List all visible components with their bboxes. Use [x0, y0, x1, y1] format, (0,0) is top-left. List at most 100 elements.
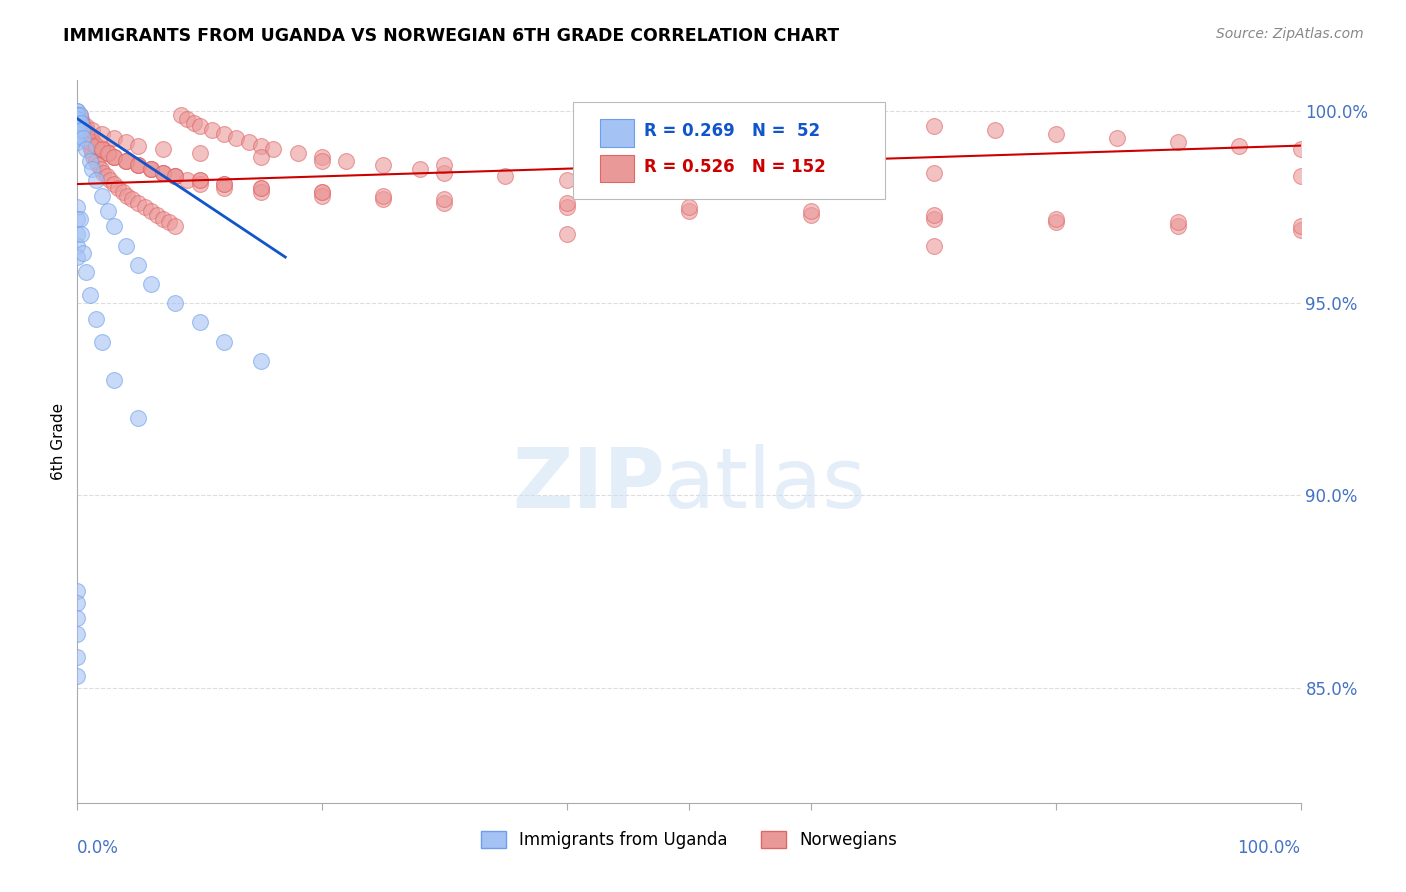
Point: [75, 265, 97, 279]
Point: [97, 146, 120, 161]
Point: [134, 200, 156, 214]
Text: R = 0.526   N = 152: R = 0.526 N = 152: [644, 158, 825, 176]
Point: [70, 120, 93, 134]
Point: [97, 146, 120, 161]
Point: [66, 112, 89, 126]
Point: [188, 315, 211, 329]
Point: [87, 158, 110, 172]
Point: [90, 143, 112, 157]
Point: [127, 411, 149, 425]
Point: [146, 208, 169, 222]
Point: [103, 131, 125, 145]
Point: [66, 120, 89, 134]
Point: [66, 227, 89, 241]
Point: [115, 238, 138, 252]
Point: [152, 211, 174, 226]
FancyBboxPatch shape: [572, 102, 884, 200]
Bar: [599, 120, 634, 146]
Point: [79, 153, 101, 168]
Point: [201, 123, 224, 137]
Point: [176, 112, 198, 126]
Point: [97, 146, 120, 161]
Point: [72, 120, 94, 134]
Point: [1289, 223, 1312, 237]
Point: [127, 196, 149, 211]
Point: [79, 138, 101, 153]
Bar: [599, 155, 634, 182]
Point: [66, 120, 89, 134]
Point: [115, 153, 138, 168]
Point: [311, 188, 333, 202]
Point: [66, 112, 89, 126]
Text: R = 0.269   N =  52: R = 0.269 N = 52: [644, 122, 820, 140]
Point: [70, 115, 93, 129]
Point: [176, 173, 198, 187]
Point: [555, 227, 578, 241]
Point: [66, 669, 89, 683]
Point: [90, 143, 112, 157]
Legend: Immigrants from Uganda, Norwegians: Immigrants from Uganda, Norwegians: [474, 824, 904, 856]
Point: [66, 611, 89, 625]
Point: [371, 188, 394, 202]
Point: [188, 120, 211, 134]
Point: [740, 108, 762, 122]
Point: [115, 135, 138, 149]
Point: [165, 169, 187, 184]
Point: [82, 135, 104, 149]
Point: [188, 173, 211, 187]
Point: [800, 112, 823, 126]
Point: [66, 211, 89, 226]
Point: [98, 173, 121, 187]
Point: [433, 158, 456, 172]
Point: [75, 120, 97, 134]
Point: [139, 161, 162, 176]
Point: [76, 131, 98, 145]
Point: [79, 135, 101, 149]
Point: [66, 626, 89, 640]
Point: [70, 115, 93, 129]
Point: [984, 123, 1007, 137]
Text: atlas: atlas: [665, 444, 866, 525]
Point: [555, 196, 578, 211]
Point: [433, 165, 456, 179]
Point: [152, 165, 174, 179]
Point: [70, 112, 93, 126]
Point: [75, 127, 97, 141]
Point: [495, 169, 517, 184]
Point: [84, 153, 107, 168]
Point: [1167, 215, 1189, 229]
Point: [127, 138, 149, 153]
Point: [66, 123, 89, 137]
Point: [409, 161, 432, 176]
Text: IMMIGRANTS FROM UGANDA VS NORWEGIAN 6TH GRADE CORRELATION CHART: IMMIGRANTS FROM UGANDA VS NORWEGIAN 6TH …: [63, 27, 839, 45]
Point: [66, 108, 89, 122]
Point: [1045, 127, 1067, 141]
Point: [115, 153, 138, 168]
Point: [70, 123, 93, 137]
Point: [66, 250, 89, 264]
Point: [165, 169, 187, 184]
Point: [75, 127, 97, 141]
Point: [188, 146, 211, 161]
Point: [678, 203, 700, 218]
Point: [75, 123, 97, 137]
Point: [103, 150, 125, 164]
Text: 0.0%: 0.0%: [77, 838, 120, 857]
Point: [66, 115, 89, 129]
Point: [103, 150, 125, 164]
Point: [922, 120, 945, 134]
Point: [80, 123, 103, 137]
Point: [188, 177, 211, 191]
Point: [103, 150, 125, 164]
Point: [1289, 143, 1312, 157]
Point: [96, 169, 118, 184]
Point: [79, 288, 101, 302]
Point: [107, 181, 129, 195]
Point: [212, 334, 235, 349]
Point: [433, 196, 456, 211]
Text: Source: ZipAtlas.com: Source: ZipAtlas.com: [1216, 27, 1364, 41]
Point: [90, 143, 112, 157]
Point: [922, 211, 945, 226]
Point: [678, 161, 700, 176]
Point: [127, 158, 149, 172]
